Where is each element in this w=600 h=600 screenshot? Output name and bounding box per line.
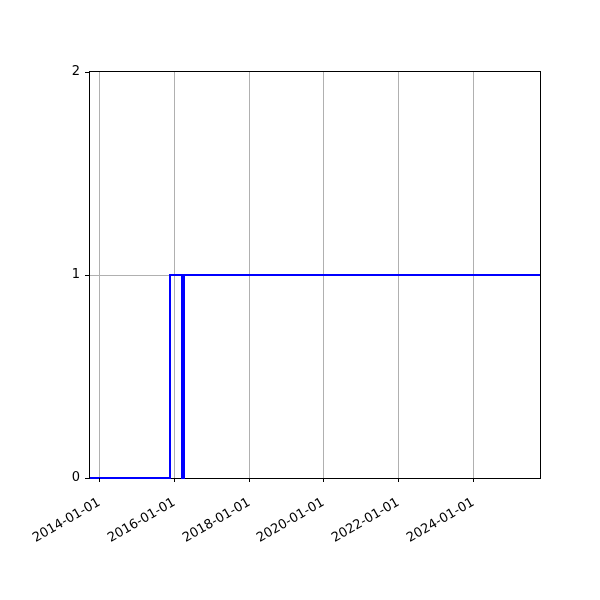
series-line-segment-v	[183, 274, 186, 479]
x-tick	[99, 478, 101, 482]
x-tick-label: 2018-01-01	[179, 495, 253, 546]
x-tick-label: 2014-01-01	[30, 495, 104, 546]
y-tick	[85, 71, 89, 73]
y-tick-label: 0	[71, 470, 80, 485]
x-tick	[248, 478, 250, 482]
y-tick	[85, 274, 89, 276]
x-tick	[173, 478, 175, 482]
series-line-segment-h	[184, 274, 540, 276]
x-tick-label: 2022-01-01	[329, 495, 403, 546]
plot-area	[85, 71, 541, 482]
series-line-segment-v	[181, 274, 184, 479]
x-tick-label: 2020-01-01	[254, 495, 328, 546]
x-tick-label: 2016-01-01	[104, 495, 178, 546]
y-tick-label: 1	[71, 267, 80, 282]
x-tick-label: 2024-01-01	[404, 495, 478, 546]
x-tick	[398, 478, 400, 482]
y-tick-label: 2	[71, 64, 80, 79]
y-tick	[85, 477, 89, 479]
series-line-segment-v	[169, 274, 172, 479]
series-line-segment-h	[90, 477, 171, 479]
series-line-segment-h	[170, 274, 183, 276]
x-tick	[323, 478, 325, 482]
x-tick	[473, 478, 475, 482]
